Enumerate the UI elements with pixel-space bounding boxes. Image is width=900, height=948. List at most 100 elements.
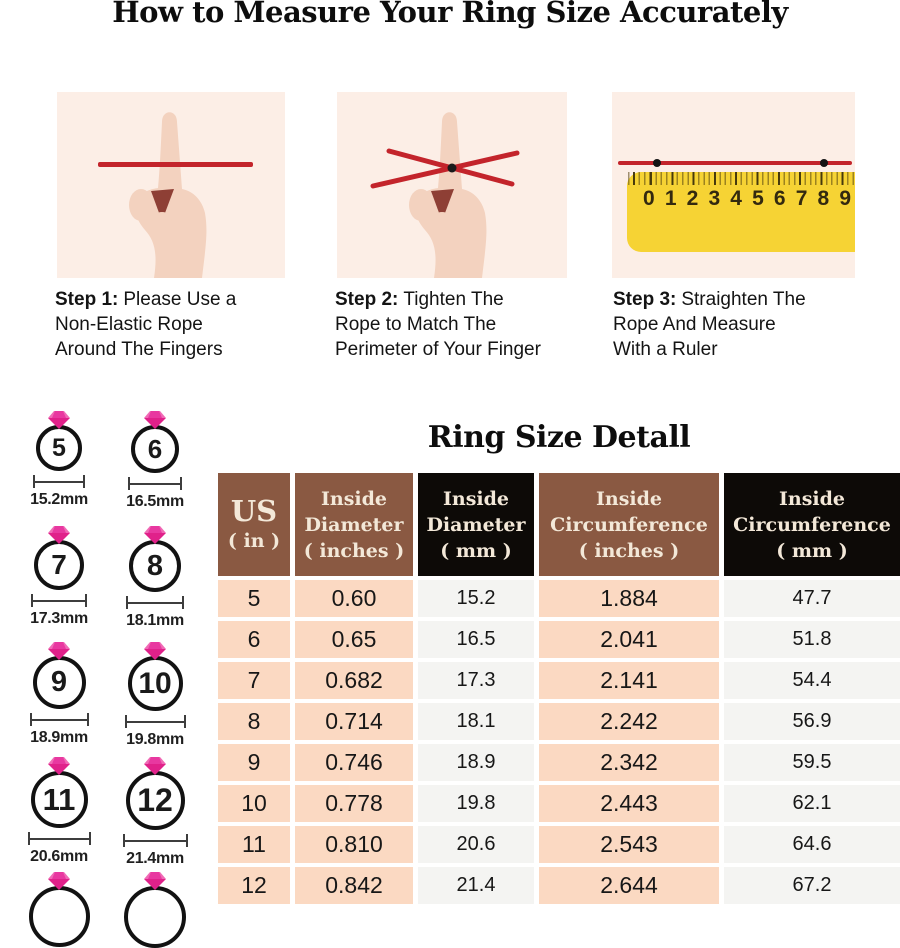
ring-circle: 6 <box>131 425 179 473</box>
step-1-label: Step 1: <box>55 289 119 310</box>
ring-mm-label: 18.1mm <box>126 612 184 629</box>
ring-diamond-icon <box>48 757 70 775</box>
page-title: How to Measure Your Ring Size Accurately <box>112 0 788 29</box>
step-3-text-line3: With a Ruler <box>613 339 718 360</box>
ring-mm-label: 16.5mm <box>126 493 184 510</box>
ring-size-number: 11 <box>42 781 76 817</box>
table-cell: 67.2 <box>724 867 900 904</box>
ring-circle: 5 <box>36 425 82 471</box>
ring-measure-bracket <box>124 715 186 728</box>
table-cell: 7 <box>218 662 290 699</box>
ruler-ticks <box>627 172 855 185</box>
ring-measure-bracket <box>126 596 184 609</box>
table-cell: 21.4 <box>418 867 534 904</box>
table-header-cell: Inside Diameter ( mm ) <box>418 473 534 576</box>
table-cell: 51.8 <box>724 621 900 658</box>
table-cell: 0.60 <box>295 580 413 617</box>
ruler-number: 0 <box>643 187 655 210</box>
ruler-number: 5 <box>752 187 764 210</box>
table-header-line: Inside <box>321 487 387 510</box>
table-title: Ring Size Detall <box>427 420 691 455</box>
table-header-cell: US( in ) <box>218 473 290 576</box>
table-cell: 2.141 <box>539 662 719 699</box>
step-1-text-line2: Non-Elastic Rope <box>55 314 203 335</box>
table-cell: 12 <box>218 867 290 904</box>
table-cell: 2.242 <box>539 703 719 740</box>
table-header-cell: Inside Circumference ( inches ) <box>539 473 719 576</box>
table-cell: 8 <box>218 703 290 740</box>
ruler-number: 6 <box>773 187 786 210</box>
ring-mm-label: 17.3mm <box>30 610 88 627</box>
table-cell: 2.543 <box>539 826 719 863</box>
ring-circle: 12 <box>125 771 185 830</box>
rope-line <box>98 162 253 167</box>
ring-measure-bracket <box>29 713 89 726</box>
ring-circle <box>124 886 186 948</box>
step-3-text-line2: Rope And Measure <box>613 314 776 335</box>
table-header-line: ( in ) <box>227 530 281 552</box>
step-2-text-line2: Rope to Match The <box>335 314 497 335</box>
table-header-line: ( inches ) <box>578 539 680 562</box>
table-cell: 17.3 <box>418 662 534 699</box>
crossed-rope-illustration <box>370 148 520 189</box>
ring-item: 11 20.6mm <box>19 756 99 866</box>
ring-size-number: 9 <box>50 666 68 698</box>
ring-mm-label: 20.6mm <box>30 848 88 865</box>
ring-size-table: US( in ) Inside Diameter ( inches ) Inside Di… <box>218 473 900 904</box>
ring-size-number: 6 <box>147 433 163 464</box>
ring-measure-bracket <box>128 477 182 490</box>
step-1-text-line1: Please Use a <box>123 289 237 310</box>
table-cell: 59.5 <box>724 744 900 781</box>
ring-item: 10 19.8mm <box>115 641 195 749</box>
pointing-hand-illustration <box>129 112 207 278</box>
table-header-line: ( inches ) <box>303 539 405 562</box>
table-cell: 9 <box>218 744 290 781</box>
table-header-line: Circumference <box>550 513 708 536</box>
ruler-number: 3 <box>708 187 721 210</box>
table-cell: 0.810 <box>295 826 413 863</box>
rope-end-dot <box>820 159 828 167</box>
table-cell: 5 <box>218 580 290 617</box>
table-header-line: ( mm ) <box>776 539 848 562</box>
ring-mm-label: 21.4mm <box>126 850 184 867</box>
step-2-caption: Step 2: Tighten The Rope to Match The Per… <box>335 287 585 362</box>
ring-mm-label: 15.2mm <box>30 491 88 508</box>
table-cell: 19.8 <box>418 785 534 822</box>
rope-line <box>618 161 852 165</box>
ring-size-number: 7 <box>51 549 67 580</box>
ring-measure-bracket <box>122 834 188 847</box>
ring-size-number: 5 <box>52 433 66 462</box>
ruler-number: 9 <box>839 187 851 210</box>
table-cell: 10 <box>218 785 290 822</box>
ring-diamond-icon <box>144 872 166 890</box>
table-header-line: Inside <box>596 487 662 510</box>
table-header-cell: Inside Circumference ( mm ) <box>724 473 900 576</box>
ring-size-number: 10 <box>138 666 172 700</box>
step-3-caption: Step 3: Straighten The Rope And Measure W… <box>613 287 853 362</box>
table-cell: 56.9 <box>724 703 900 740</box>
ring-measure-bracket <box>33 475 85 488</box>
table-header-line: Circumference <box>733 513 891 536</box>
ring-diamond-icon <box>144 526 166 544</box>
ruler-number: 2 <box>686 187 699 210</box>
step-1-caption: Step 1: Please Use a Non-Elastic Rope Aro… <box>55 287 295 362</box>
ring-circle: 11 <box>30 771 88 828</box>
ring-item: 9 18.9mm <box>19 641 99 747</box>
table-cell: 0.65 <box>295 621 413 658</box>
ring-diamond-icon <box>48 411 70 429</box>
table-cell: 6 <box>218 621 290 658</box>
ruler-number: 1 <box>664 187 677 210</box>
ruler-number: 8 <box>817 187 830 210</box>
ring-diamond-icon <box>144 411 166 429</box>
table-cell: 0.778 <box>295 785 413 822</box>
ring-diamond-icon <box>144 642 166 660</box>
step-2-label: Step 2: <box>335 289 399 310</box>
ring-item: 7 17.3mm <box>19 525 99 628</box>
table-header-line: US <box>230 494 278 528</box>
ring-mm-label: 18.9mm <box>30 729 88 746</box>
ring-size-number: 12 <box>137 782 173 818</box>
table-header-line: ( mm ) <box>440 539 512 562</box>
ring-mm-label: 19.8mm <box>126 731 184 748</box>
